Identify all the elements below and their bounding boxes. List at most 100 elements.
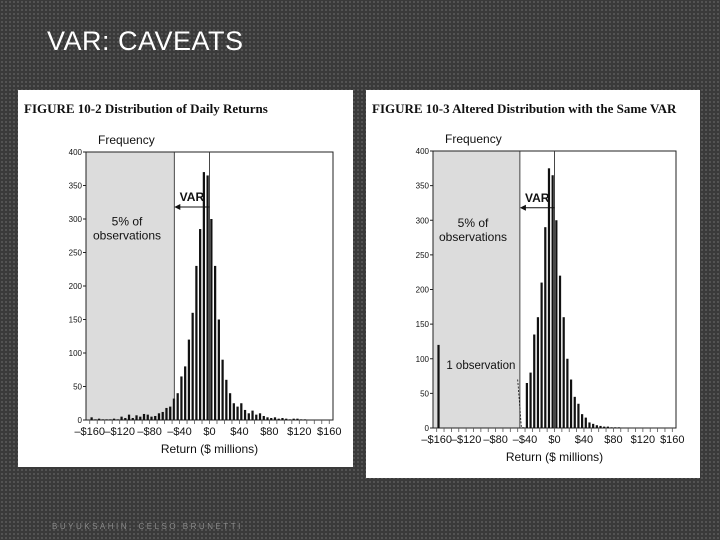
- histogram-bar: [595, 425, 598, 428]
- single-observation-label: 1 observation: [446, 360, 515, 372]
- single-observation-pointer: [517, 379, 522, 428]
- x-tick-label: $0: [203, 426, 215, 438]
- histogram-bar: [547, 168, 551, 428]
- histogram-bar: [529, 372, 532, 428]
- histogram-bar: [525, 382, 528, 428]
- y-tick-label: 200: [69, 282, 83, 291]
- histogram-bar: [169, 406, 172, 420]
- histogram-bar: [296, 418, 299, 420]
- x-tick-label: –$120: [104, 426, 135, 438]
- figure-10-2-panel: FIGURE 10-2 Distribution of Daily Return…: [18, 90, 353, 467]
- histogram-bar: [124, 417, 127, 420]
- y-tick-label: 50: [420, 389, 429, 398]
- histogram-bar: [437, 344, 440, 428]
- figure-10-3-title: FIGURE 10-3 Altered Distribution with th…: [372, 101, 677, 116]
- x-tick-label: –$40: [513, 434, 537, 446]
- y-tick-label: 300: [416, 216, 430, 225]
- histogram-bar: [533, 334, 536, 428]
- histogram-bar: [202, 172, 206, 420]
- y-tick-label: 0: [425, 424, 430, 433]
- x-tick-label: –$120: [451, 434, 482, 446]
- slide-title: VAR: CAVEATS: [47, 26, 244, 56]
- histogram-bar: [614, 427, 617, 428]
- figure-10-2-title: FIGURE 10-2 Distribution of Daily Return…: [24, 101, 268, 116]
- x-tick-label: –$160: [421, 434, 452, 446]
- histogram-bar: [251, 410, 254, 420]
- histogram-bar: [232, 403, 235, 420]
- histogram-bar: [555, 220, 558, 428]
- var-arrow-head: [174, 203, 181, 210]
- histogram-bar: [105, 419, 108, 420]
- histogram-bar: [243, 409, 247, 420]
- x-tick-label: –$80: [483, 434, 507, 446]
- histogram-bar: [97, 418, 101, 420]
- histogram-bar: [588, 422, 591, 428]
- histogram-bar: [603, 426, 606, 428]
- histogram-bar: [157, 413, 161, 420]
- histogram-bar: [562, 317, 565, 428]
- histogram-bar: [101, 419, 104, 420]
- histogram-bar: [176, 393, 179, 420]
- histogram-bar: [577, 403, 580, 428]
- altered-distribution-chart: 0 50 100 150 200 250 300 350 400 –$160–$120 –$80 –$…: [416, 132, 685, 464]
- y-tick-label: 300: [69, 215, 83, 224]
- histogram-bar: [536, 317, 540, 428]
- histogram-bar: [599, 425, 602, 428]
- histogram-bar: [112, 418, 116, 420]
- histogram-bar: [558, 275, 562, 428]
- histogram-bar: [300, 419, 303, 420]
- histogram-bar: [195, 265, 198, 420]
- histogram-bar: [154, 415, 157, 420]
- histogram-bar: [281, 417, 284, 420]
- histogram-bar: [206, 175, 209, 420]
- histogram-bar: [617, 427, 621, 428]
- tail-region-label: 5% of observations: [93, 215, 161, 243]
- histogram-bar: [240, 403, 243, 420]
- histogram-bar: [288, 419, 292, 420]
- histogram-bar: [544, 227, 547, 428]
- histogram-bar: [180, 376, 183, 420]
- x-tick-label: $80: [260, 426, 278, 438]
- histogram-bar: [221, 359, 224, 420]
- histogram-bar: [184, 366, 187, 420]
- histogram-bar: [303, 419, 307, 420]
- x-tick-label: $0: [548, 434, 560, 446]
- histogram-bar: [90, 417, 93, 420]
- x-tick-label: –$40: [167, 426, 191, 438]
- histogram-bar: [584, 417, 587, 428]
- x-tick-label: $40: [230, 426, 248, 438]
- histogram-bar: [187, 339, 191, 420]
- x-tick-label: $120: [287, 426, 311, 438]
- y-tick-label: 350: [69, 182, 83, 191]
- y-axis-label: Frequency: [98, 133, 155, 147]
- histogram-bar: [258, 413, 262, 420]
- tail-region-label-line-1: 5% of: [112, 215, 143, 229]
- histogram-bar: [142, 413, 146, 420]
- histogram-bar: [146, 414, 149, 420]
- histogram-bar: [581, 414, 584, 428]
- y-tick-label: 400: [416, 147, 430, 156]
- histogram-bar: [161, 411, 164, 420]
- histogram-bar: [127, 414, 131, 420]
- histogram-bar: [120, 416, 123, 420]
- histogram-bar: [285, 418, 288, 420]
- var-arrow-head: [519, 204, 526, 211]
- tail-region-label: 5% of observations: [439, 216, 507, 244]
- y-tick-label: 0: [78, 416, 83, 425]
- y-tick-label: 100: [69, 349, 83, 358]
- y-tick-label: 250: [416, 251, 430, 260]
- histogram-bar: [592, 423, 595, 428]
- histogram-bar: [566, 358, 569, 428]
- histogram-bar: [569, 379, 573, 428]
- histogram-bar: [606, 426, 609, 428]
- tail-region-label-line-1: 5% of: [458, 216, 489, 230]
- y-tick-label: 150: [69, 316, 83, 325]
- histogram-bar: [139, 416, 142, 420]
- x-tick-label: –$160: [74, 426, 105, 438]
- y-tick-label: 100: [416, 355, 430, 364]
- histogram-bar: [165, 407, 168, 420]
- y-tick-label: 50: [73, 383, 82, 392]
- histogram-bar: [540, 282, 543, 428]
- slide-footer: BUYUKSAHIN, CELSO BRUNETTI: [52, 522, 243, 531]
- histogram-bar: [270, 417, 273, 420]
